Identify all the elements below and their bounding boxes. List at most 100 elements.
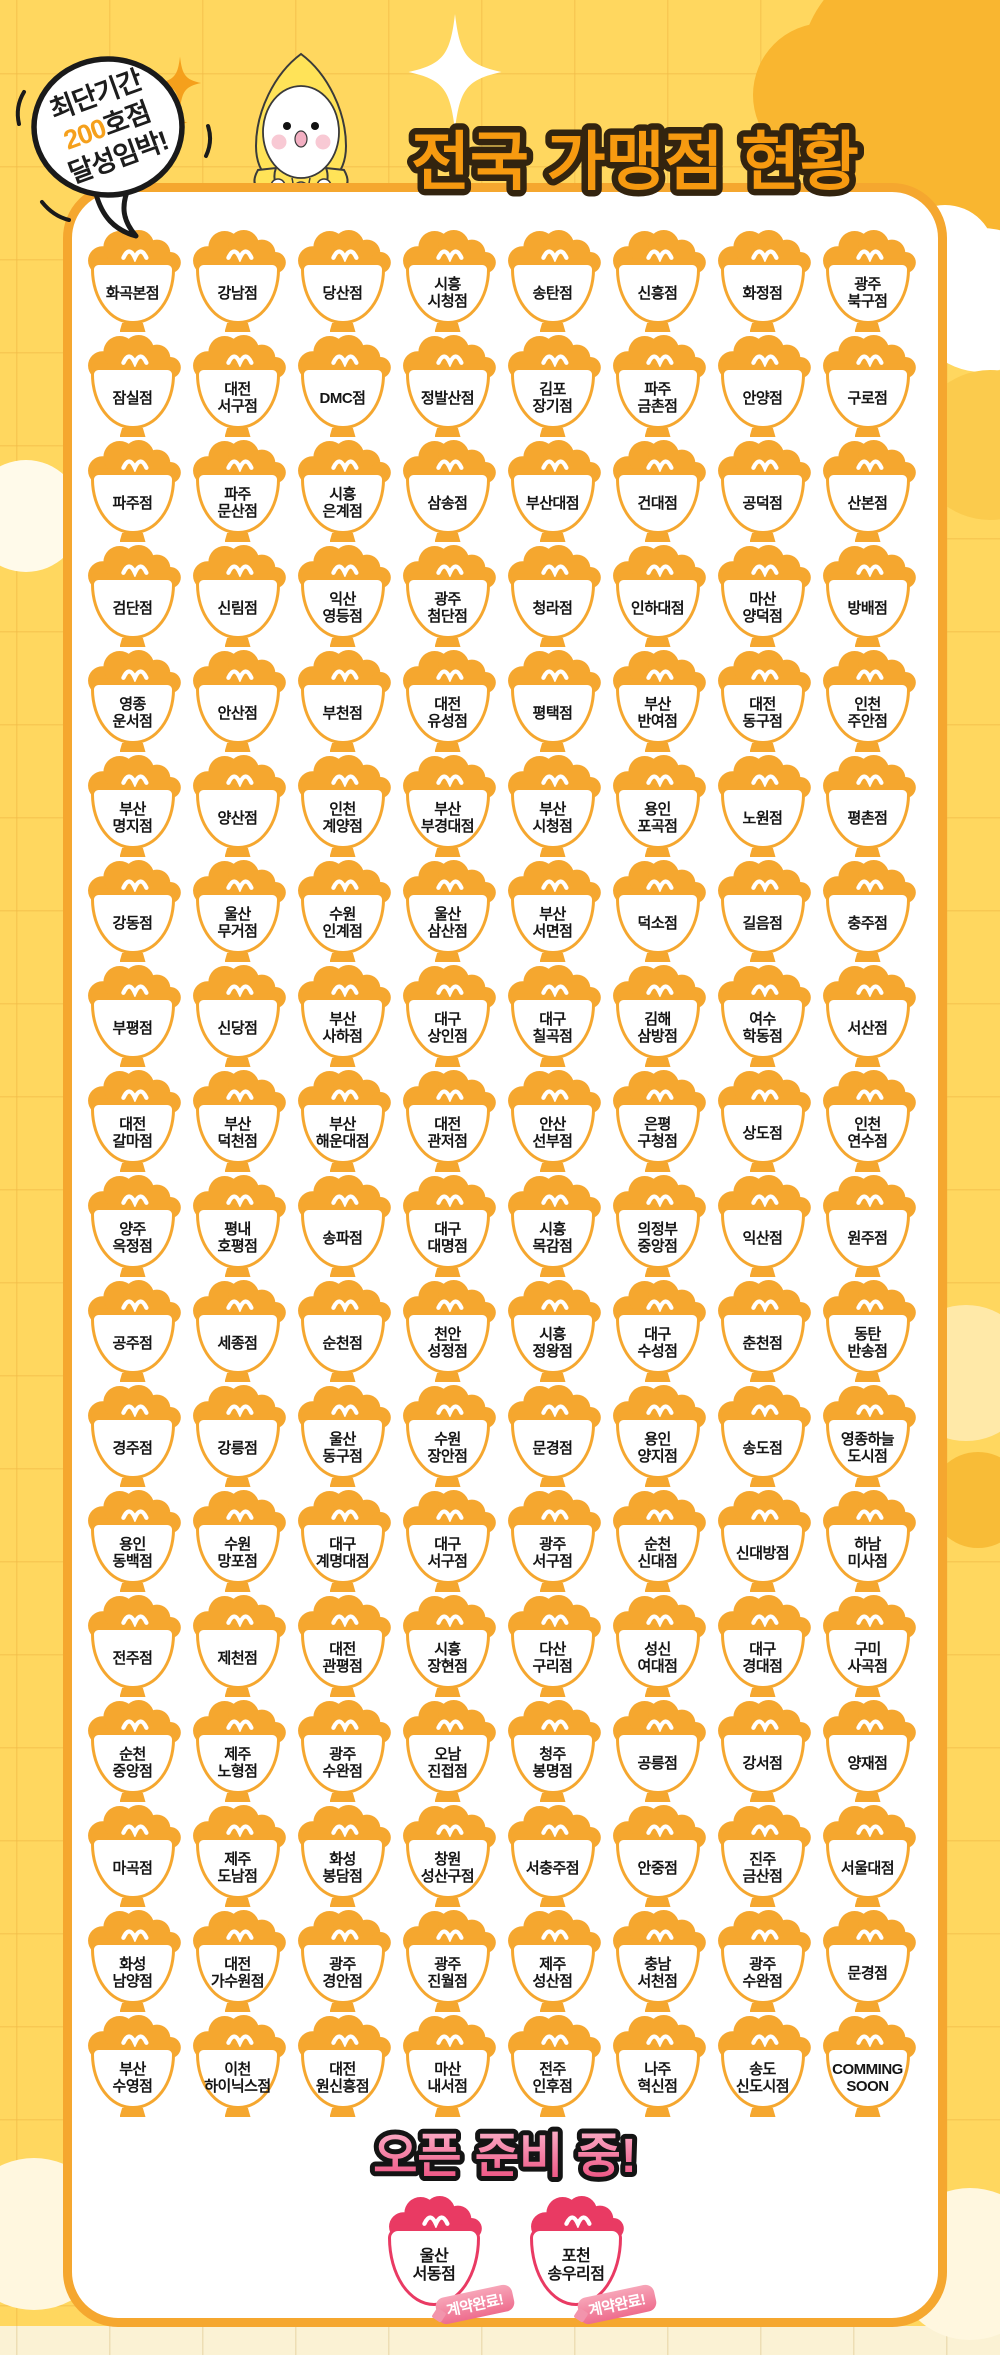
bowl-shape [300, 1102, 385, 1164]
store-name: 안중점 [637, 1859, 678, 1877]
accent-line [40, 200, 71, 222]
bowl-foot [119, 1688, 146, 1697]
store-item: 대전 서구점 [185, 335, 290, 440]
store-name: 노원점 [742, 809, 783, 827]
store-item: 시흥 시청점 [395, 230, 500, 335]
store-name: 대전 갈마점 [112, 1116, 153, 1150]
bowl-foot [329, 1058, 356, 1067]
store-item: 파주 문산점 [185, 440, 290, 545]
bowl-foot [119, 1268, 146, 1277]
store-name: 서울대점 [840, 1859, 895, 1877]
bowl-foot [539, 1268, 566, 1277]
rice-bowl-icon [822, 335, 916, 379]
bowl-foot [119, 1898, 146, 1907]
store-item: 원주점 [815, 1175, 920, 1280]
store-item: 양재점 [815, 1700, 920, 1805]
store-name: 양재점 [847, 1754, 888, 1772]
bowl-foot [224, 743, 251, 752]
store-item: 시흥 정왕점 [500, 1280, 605, 1385]
store-item: 대전 유성점 [395, 650, 500, 755]
store-item: 대구 수성점 [605, 1280, 710, 1385]
store-name: 대구 칠곡점 [532, 1011, 573, 1045]
bowl-foot [644, 638, 671, 647]
store-name: 강남점 [217, 284, 258, 302]
store-name: 은평 구청점 [637, 1116, 678, 1150]
store-item: 신림점 [185, 545, 290, 650]
store-name: 당산점 [322, 284, 363, 302]
store-item: DMC점 [290, 335, 395, 440]
store-panel: 화곡본점 강남점 당산점 [63, 183, 947, 2327]
store-name: 파주 금촌점 [637, 381, 678, 415]
bowl-foot [119, 2003, 146, 2012]
store-name: 문경점 [847, 1964, 888, 1982]
store-item: 서울대점 [815, 1805, 920, 1910]
bowl-foot [224, 1898, 251, 1907]
store-name: 다산 구리점 [532, 1641, 573, 1675]
bowl-foot [224, 1583, 251, 1592]
store-name: 송탄점 [532, 284, 573, 302]
bowl-foot [539, 848, 566, 857]
bowl-foot [854, 533, 881, 542]
store-item: 대구 경대점 [710, 1595, 815, 1700]
bowl-foot [749, 1688, 776, 1697]
coming-soon-store-item: 포천 송우리점 계약완료! [520, 2196, 658, 2326]
bowl-foot [854, 743, 881, 752]
store-item: 평촌점 [815, 755, 920, 860]
store-item: 정발산점 [395, 335, 500, 440]
bowl-foot [749, 323, 776, 332]
bowl-foot [119, 1163, 146, 1172]
bowl-foot [119, 1478, 146, 1487]
bowl-foot [539, 1583, 566, 1592]
bowl-foot [854, 1793, 881, 1802]
store-name: 마산 양덕점 [742, 591, 783, 625]
store-item: 마산 내서점 [395, 2015, 500, 2120]
rice-bowl-icon [402, 1175, 496, 1219]
bowl-foot [854, 2108, 881, 2117]
store-name: 건대점 [637, 494, 678, 512]
bowl-foot [224, 953, 251, 962]
svg-text:전국 가맹점 현황: 전국 가맹점 현황 [411, 126, 859, 198]
store-name: 마곡점 [112, 1859, 153, 1877]
store-name: 방배점 [847, 599, 888, 617]
store-item: 시흥 목감점 [500, 1175, 605, 1280]
bowl-foot [434, 848, 461, 857]
store-name: 덕소점 [637, 914, 678, 932]
store-name: 전주점 [112, 1649, 153, 1667]
store-item: 의정부 중앙점 [605, 1175, 710, 1280]
bowl-foot [434, 1583, 461, 1592]
bowl-foot [749, 1163, 776, 1172]
bowl-foot [224, 1793, 251, 1802]
store-item: 청주 봉명점 [500, 1700, 605, 1805]
store-name: 평택점 [532, 704, 573, 722]
bowl-foot [644, 533, 671, 542]
bowl-foot [644, 2108, 671, 2117]
bowl-foot [749, 428, 776, 437]
store-name: 대전 가수원점 [210, 1956, 265, 1990]
bowl-foot [329, 1478, 356, 1487]
store-name: 안양점 [742, 389, 783, 407]
store-item: 대구 대명점 [395, 1175, 500, 1280]
bowl-foot [539, 638, 566, 647]
store-name: 대전 관저점 [427, 1116, 468, 1150]
store-item: 성신 여대점 [605, 1595, 710, 1700]
store-name: 양산점 [217, 809, 258, 827]
bowl-foot [749, 1268, 776, 1277]
store-item: 송도점 [710, 1385, 815, 1490]
store-item: 충주점 [815, 860, 920, 965]
store-item: 광주 경안점 [290, 1910, 395, 2015]
bowl-foot [119, 1058, 146, 1067]
store-name: 구미 사곡점 [847, 1641, 888, 1675]
store-name: 신흥점 [637, 284, 678, 302]
bowl-foot [329, 533, 356, 542]
bubble-line2: 200호점 [60, 97, 155, 156]
store-name: 김포 장기점 [532, 381, 573, 415]
accent-line [15, 90, 26, 126]
bowl-foot [224, 323, 251, 332]
store-name: 부산 서면점 [532, 906, 573, 940]
bowl-foot [539, 1793, 566, 1802]
store-name: 광주 서구점 [532, 1536, 573, 1570]
store-name: 세종점 [217, 1334, 258, 1352]
store-item: 광주 북구점 [815, 230, 920, 335]
store-name: 천안 성정점 [427, 1326, 468, 1360]
store-item: 나주 혁신점 [605, 2015, 710, 2120]
